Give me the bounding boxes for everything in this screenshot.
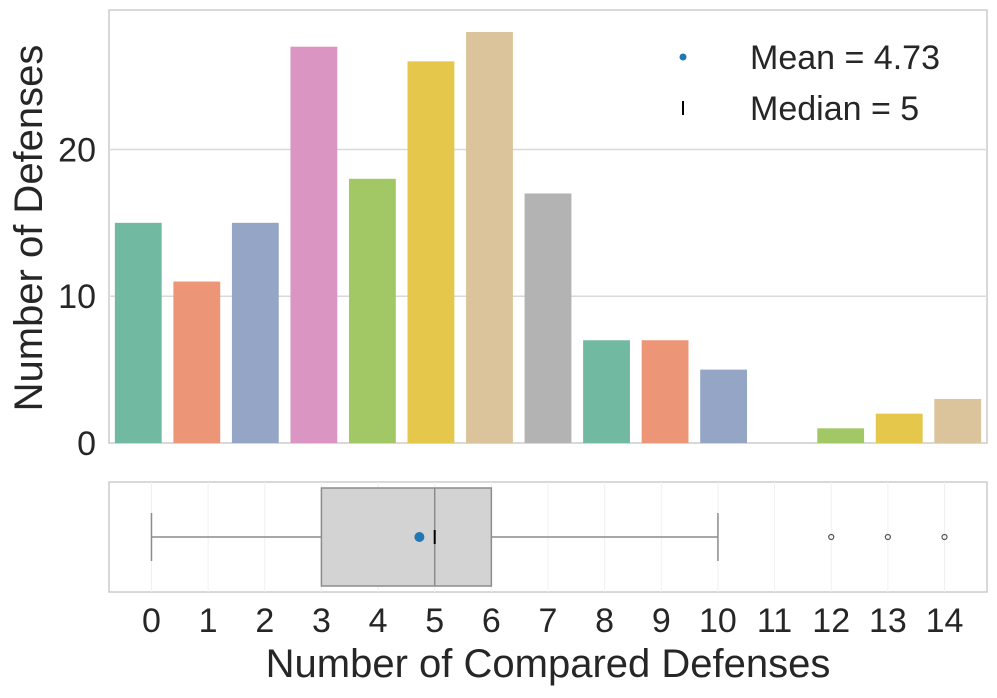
x-axis-label: Number of Compared Defenses — [266, 642, 831, 686]
x-tick-6: 6 — [482, 602, 501, 640]
bar-8 — [583, 340, 630, 443]
x-tick-8: 8 — [595, 602, 614, 640]
bar-12 — [817, 428, 865, 443]
x-tick-3: 3 — [312, 602, 331, 640]
bar-series — [114, 32, 982, 444]
bar-1 — [173, 281, 221, 443]
x-tick-4: 4 — [369, 602, 388, 640]
x-tick-0: 0 — [142, 602, 161, 640]
legend-median-marker — [682, 101, 684, 115]
bar-2 — [231, 222, 279, 443]
x-tick-5: 5 — [425, 602, 444, 640]
x-tick-7: 7 — [539, 602, 558, 640]
y-tick-10: 10 — [58, 278, 96, 316]
bar-0 — [114, 222, 162, 443]
mean-point — [414, 532, 425, 542]
bar-3 — [290, 46, 338, 443]
outlier-14 — [941, 533, 948, 541]
iqr-box — [320, 487, 493, 587]
boxplot-marks — [150, 487, 948, 587]
bar-10 — [700, 369, 748, 443]
bar-5 — [407, 61, 455, 443]
x-tick-labels: 0 1 2 3 4 5 6 7 8 9 10 11 12 13 14 — [142, 602, 963, 640]
bar-13 — [875, 413, 923, 443]
x-tick-12: 12 — [812, 602, 850, 640]
x-tick-9: 9 — [652, 602, 671, 640]
bar-9 — [641, 340, 689, 443]
legend: Mean = 4.73 Median = 5 — [679, 39, 940, 128]
median-marker — [433, 530, 436, 544]
bar-14 — [934, 398, 982, 443]
bar-6 — [466, 32, 513, 444]
outlier-12 — [828, 533, 835, 541]
legend-median-label: Median = 5 — [750, 90, 919, 128]
x-tick-14: 14 — [926, 602, 964, 640]
x-tick-2: 2 — [255, 602, 274, 640]
bar-7 — [524, 193, 572, 443]
x-tick-11: 11 — [757, 602, 792, 640]
x-tick-1: 1 — [199, 602, 218, 640]
legend-mean-marker — [679, 53, 687, 61]
x-tick-13: 13 — [869, 602, 907, 640]
y-tick-labels: 0 10 20 — [58, 131, 96, 463]
boxplot-panel: 0 1 2 3 4 5 6 7 8 9 10 11 12 13 14 Number of Compared … — [108, 481, 988, 686]
bar-4 — [348, 178, 396, 443]
x-tick-10: 10 — [699, 602, 737, 640]
y-tick-0: 0 — [77, 425, 96, 463]
bar-panel: 0 10 20 Number of Defenses Mean = 4.73 Med… — [7, 9, 988, 463]
outlier-13 — [884, 533, 891, 541]
y-axis-label: Number of Defenses — [7, 45, 51, 412]
legend-mean-label: Mean = 4.73 — [750, 39, 940, 77]
y-tick-20: 20 — [58, 131, 96, 169]
